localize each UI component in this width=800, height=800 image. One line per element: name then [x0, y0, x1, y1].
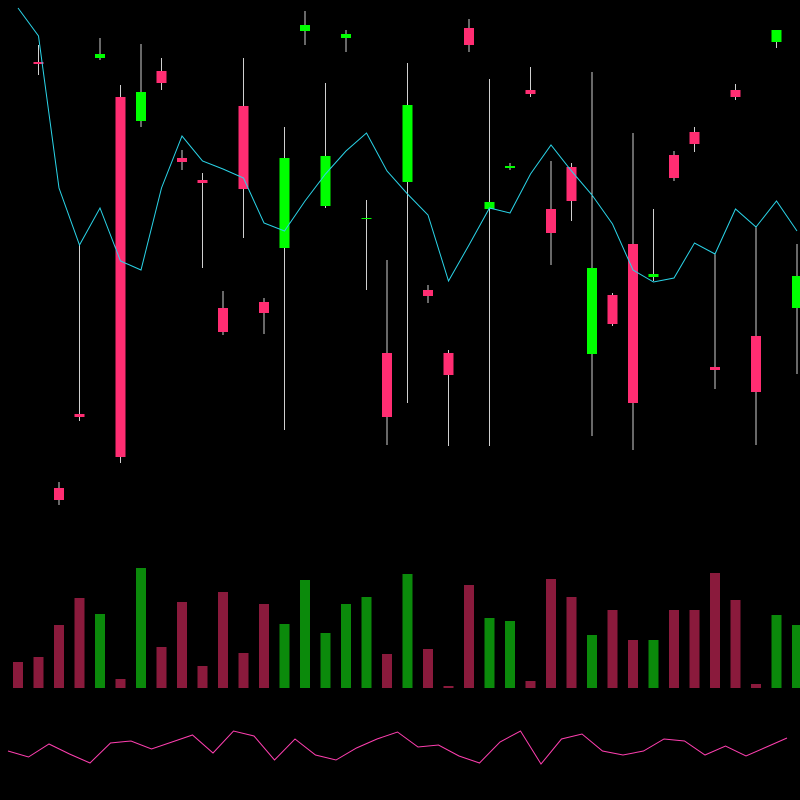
volume-bar [95, 614, 105, 688]
candle-body [566, 167, 577, 201]
candle-body [33, 62, 44, 64]
oscillator-line [7, 730, 788, 765]
volume-bar [751, 684, 761, 688]
candle-body [402, 105, 413, 182]
candle-body [669, 155, 679, 178]
plot-area [7, 7, 800, 765]
volume-bar [730, 600, 741, 688]
candle-body [361, 218, 372, 219]
candle-body [607, 295, 618, 324]
volume-bar [136, 568, 146, 688]
volume-bar [177, 602, 187, 688]
volume-bar [792, 625, 800, 688]
volume-bar [402, 574, 413, 688]
candle-body [177, 158, 187, 162]
volume-bar [279, 624, 290, 688]
candle-body [197, 180, 208, 183]
candle-body [771, 30, 782, 42]
volume-bar [484, 618, 495, 688]
volume-bar [54, 625, 64, 688]
candle-body [628, 244, 638, 403]
volume-bar [669, 610, 679, 688]
volume-bar [546, 579, 556, 688]
candle-body [546, 209, 556, 233]
volume-bar [607, 610, 618, 688]
volume-bar [443, 686, 454, 688]
volume-bar [156, 647, 167, 688]
volume-bar [648, 640, 659, 688]
volume-bar [320, 633, 331, 688]
volume-bar [341, 604, 351, 688]
candle-body [300, 25, 310, 31]
volume-bar [525, 681, 536, 688]
volume-bar [464, 585, 474, 688]
candle-body [54, 488, 64, 500]
volume-bar [628, 640, 638, 688]
candle-body [689, 132, 700, 144]
candle-body [74, 414, 85, 417]
volume-bar [382, 654, 392, 688]
volume-bar [197, 666, 208, 688]
candle-body [218, 308, 228, 332]
volume-bar [505, 621, 515, 688]
volume-bar [74, 598, 85, 688]
candle-body [648, 274, 659, 277]
candle-body [751, 336, 761, 392]
volume-bar [300, 580, 310, 688]
candle-body [710, 367, 720, 370]
volume-bar [13, 662, 23, 688]
moving-average-line [17, 7, 798, 283]
candle-body [238, 106, 249, 189]
candle-body [136, 92, 146, 121]
volume-bar [33, 657, 44, 688]
volume-bar [115, 679, 126, 688]
candle-body [505, 166, 515, 168]
volume-bar [218, 592, 228, 688]
volume-bar [689, 610, 700, 688]
volume-bar [259, 604, 269, 688]
volume-bar [566, 597, 577, 688]
candle-body [792, 276, 800, 308]
volume-bar [361, 597, 372, 688]
candle-body [443, 353, 454, 375]
volume-bar [238, 653, 249, 688]
candle-body [95, 54, 105, 58]
volume-bar [771, 615, 782, 688]
volume-bar [423, 649, 433, 688]
volume-bar [710, 573, 720, 688]
candle-body [587, 268, 597, 354]
candle-body [730, 90, 741, 97]
candle-body [156, 71, 167, 83]
candle-body [525, 90, 536, 94]
candle-body [382, 353, 392, 417]
candle-body [423, 290, 433, 296]
candle-body [279, 158, 290, 248]
candle-body [484, 202, 495, 209]
candle-body [320, 156, 331, 206]
candle-body [259, 302, 269, 313]
candle-body [115, 97, 126, 457]
candle-body [341, 34, 351, 38]
volume-bar [587, 635, 597, 688]
candle-body [464, 28, 474, 45]
